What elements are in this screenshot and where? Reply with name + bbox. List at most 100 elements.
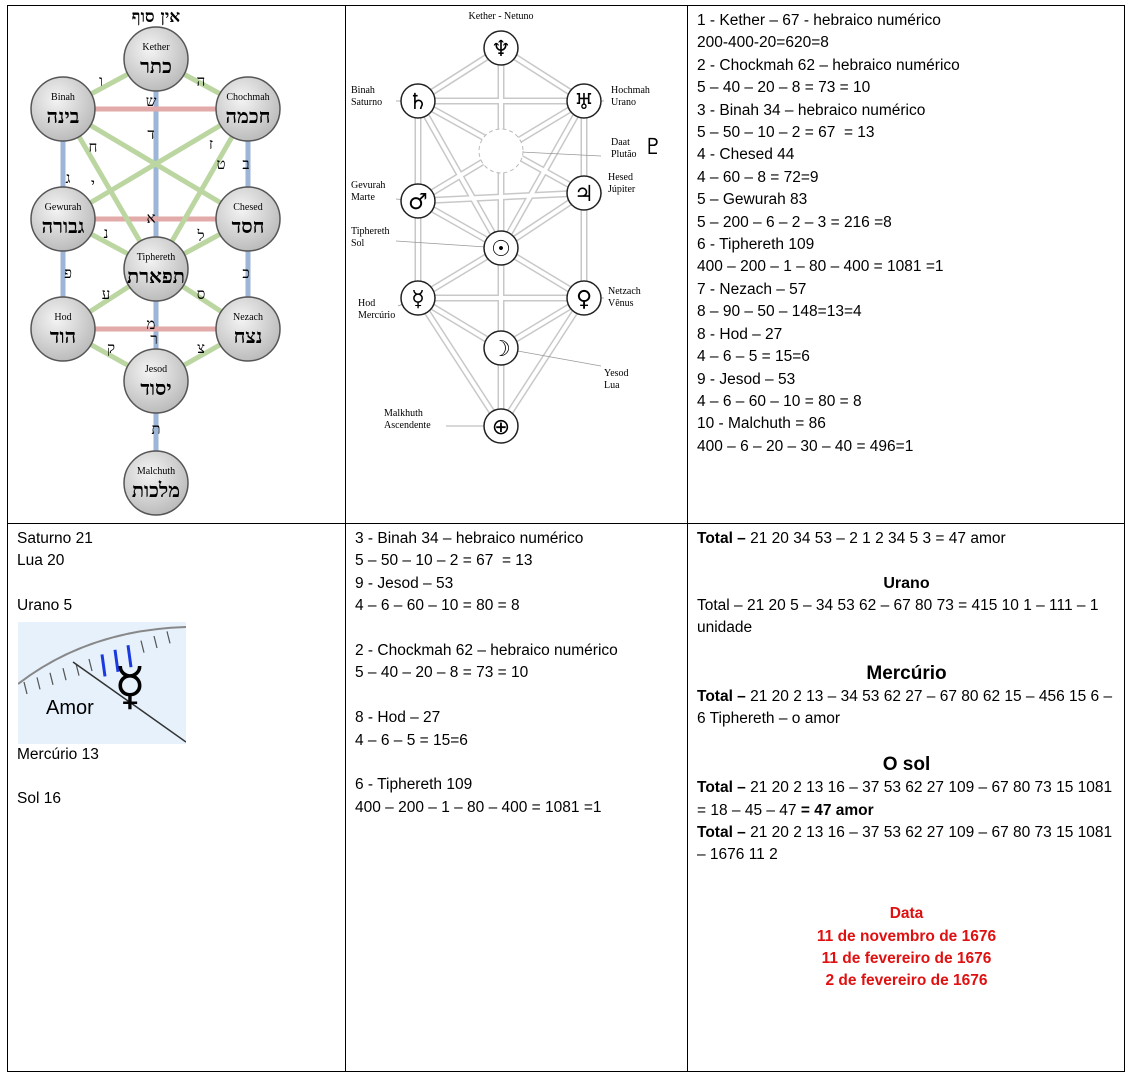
ain-soph: אין סוף [132, 7, 181, 27]
text-line: 5 – 50 – 10 – 2 = 67 = 13 [697, 124, 875, 142]
path-letter: ל [196, 227, 204, 245]
path-letter: ה [197, 72, 206, 90]
path-letter: ו [99, 72, 103, 90]
text-line: 4 - Chesed 44 [697, 146, 795, 164]
text-run: 21 20 2 13 16 – 37 53 62 27 109 – 67 80 … [697, 779, 1117, 819]
text-line: 200-400-20=620=8 [697, 34, 829, 52]
text-line: 3 - Binah 34 – hebraico numérico [355, 530, 584, 547]
dial-tick [126, 644, 133, 668]
planet-label: Júpiter [608, 184, 636, 195]
sefirah-hebrew: הוד [50, 324, 76, 348]
amor-image: ☿ Amor [18, 621, 186, 744]
gap [697, 867, 1116, 889]
planet-node [566, 175, 602, 211]
gap [355, 752, 679, 774]
path-letter: ג [66, 169, 71, 187]
sefirah-hebrew: חכמה [226, 104, 271, 128]
total-paragraph: Total – 21 20 5 – 34 53 62 – 67 80 73 = … [697, 595, 1116, 640]
sefirah [215, 186, 281, 252]
text-line: 8 – 90 – 50 – 148=13=4 [697, 303, 862, 321]
path-letter: פ [64, 264, 72, 282]
sefirah [123, 26, 189, 92]
planet-node [400, 183, 436, 219]
text-line: 9 - Jesod – 53 [697, 370, 796, 388]
planet-symbol: ♂ [408, 190, 428, 215]
path-letter: א [146, 209, 155, 227]
text-run: Total – [697, 530, 746, 547]
planet-label: Vênus [608, 298, 634, 309]
path-letter: ש [146, 92, 157, 110]
selected-sefirot-cell: 3 - Binah 34 – hebraico numérico 5 – 50 –… [345, 523, 688, 1072]
path-letter: ז [209, 135, 213, 153]
text-run: Total – 21 20 5 – 34 53 62 – 67 80 73 = … [697, 596, 1103, 637]
planet-symbol: ♃ [574, 182, 594, 207]
planet-node [483, 330, 519, 366]
sefirah-name: Binah [51, 92, 75, 103]
tree-cell: ה ו ש ד ח ז ג י ב ט א נ ל פ כ ע ס מ ר ק צ ת אין סוף Kether כתר Bi… [7, 5, 346, 524]
path-letter: ד [147, 125, 154, 143]
text-line: 5 – Gewurah 83 [697, 191, 808, 209]
channel [417, 191, 585, 203]
sefirah [30, 296, 96, 362]
gap [17, 573, 337, 595]
path-letter: ב [242, 155, 249, 173]
date-line: 11 de fevereiro de 1676 [821, 950, 992, 968]
path-letter: ח [89, 138, 98, 156]
section-heading: Urano [883, 574, 930, 592]
text-run: Total – [697, 779, 746, 797]
sefirah [215, 296, 281, 362]
path-letter: כ [242, 264, 249, 282]
path-letter: י [91, 175, 95, 193]
path-letter: ק [107, 339, 115, 357]
gap [355, 685, 679, 707]
total-paragraph: Total – 21 20 34 53 – 2 1 2 34 5 3 = 47 … [697, 528, 1116, 550]
planet-node [400, 83, 436, 119]
sefirah-label: Daat [611, 137, 630, 148]
sefirah-hebrew: נצח [234, 324, 263, 348]
path-line [61, 106, 250, 222]
dial-tick [100, 653, 107, 677]
planet-node [483, 230, 519, 266]
gap [697, 731, 1116, 753]
planet-value: Saturno 21 [17, 530, 93, 547]
sefirah [123, 348, 189, 414]
sefirah-name: Jesod [145, 364, 167, 375]
dial-tick [166, 630, 171, 644]
planet-value: Sol 16 [17, 790, 61, 808]
sefirah [30, 186, 96, 252]
text-line: 2 - Chockmah 62 – hebraico numérico [697, 56, 960, 74]
sefirah-name: Kether [142, 42, 170, 53]
text-line: 5 – 200 – 6 – 2 – 3 = 216 =8 [697, 213, 892, 231]
text-line: 4 – 6 – 60 – 10 = 80 = 8 [697, 392, 862, 410]
path-letter: ת [151, 420, 160, 438]
sefirah-hebrew: מלכות [132, 478, 180, 502]
gap [697, 889, 1116, 903]
gap [17, 766, 337, 788]
sefirah-label: Malkhuth [384, 408, 423, 419]
sefirah-label: Tiphereth [351, 226, 390, 237]
planet-label: Saturno [351, 97, 382, 108]
totals-cell: Total – 21 20 34 53 – 2 1 2 34 5 3 = 47 … [687, 523, 1125, 1072]
sefirah-label: Hod [358, 298, 375, 309]
sefirah-name: Tiphereth [137, 252, 176, 263]
planet-symbol: ⊕ [492, 415, 510, 440]
gap [697, 640, 1116, 662]
dial-tick [153, 635, 158, 648]
sefirah-name: Gewurah [45, 202, 82, 213]
sefirah-hebrew: תפארת [127, 264, 185, 288]
planet-node [483, 30, 519, 66]
path-letter: צ [197, 339, 205, 357]
sefirah-hebrew: כתר [140, 54, 172, 78]
path-letter: ט [216, 155, 225, 173]
channel [499, 296, 586, 428]
path-letter: ר [150, 330, 157, 348]
text-line: 7 - Nezach – 57 [697, 280, 807, 298]
planet-symbol: ♇ [643, 135, 663, 160]
text-line: 2 - Chockmah 62 – hebraico numérico [355, 642, 618, 660]
planet-label: Plutão [611, 149, 637, 160]
text-line: 4 – 6 – 60 – 10 = 80 = 8 [355, 597, 520, 615]
total-paragraph: Total – 21 20 2 13 16 – 37 53 62 27 109 … [697, 777, 1116, 822]
sefirah-hebrew: בינה [47, 104, 80, 128]
sefirah-label: Kether - Netuno [469, 11, 534, 22]
